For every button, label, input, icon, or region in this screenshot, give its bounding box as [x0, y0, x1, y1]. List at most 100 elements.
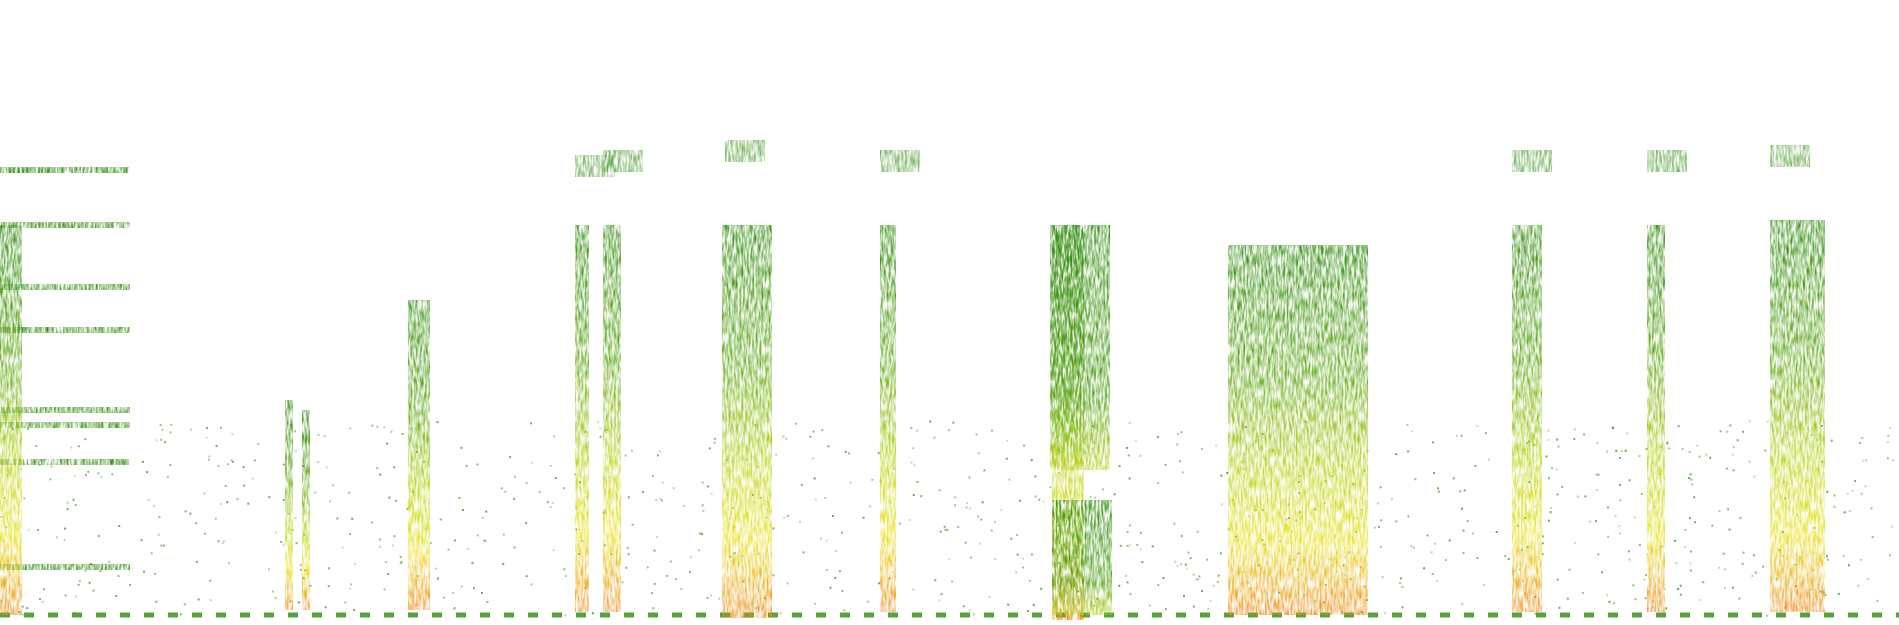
noise-speck: [938, 489, 941, 492]
noise-speck: [1413, 546, 1416, 549]
noise-speck: [650, 592, 653, 595]
noise-speck: [476, 534, 479, 537]
noise-speck: [155, 439, 158, 442]
high-freq-cluster: [1647, 150, 1687, 172]
noise-speck: [672, 487, 675, 490]
noise-speck: [1583, 433, 1586, 436]
noise-speck: [825, 539, 828, 542]
noise-speck: [661, 481, 664, 484]
noise-speck: [1452, 477, 1455, 480]
noise-speck: [1665, 607, 1668, 610]
noise-speck: [73, 611, 76, 614]
noise-speck: [1181, 471, 1184, 474]
high-freq-cluster: [603, 150, 643, 172]
noise-speck: [869, 505, 872, 508]
noise-speck: [1576, 495, 1579, 498]
noise-speck: [525, 481, 528, 484]
noise-speck: [552, 549, 555, 552]
noise-speck: [447, 548, 450, 551]
noise-speck: [350, 583, 353, 586]
noise-speck: [353, 608, 356, 611]
noise-speck: [327, 585, 330, 588]
noise-speck: [1180, 431, 1183, 434]
noise-speck: [1226, 472, 1229, 474]
high-freq-cluster: [1770, 145, 1810, 167]
noise-layer: [0, 420, 1894, 617]
noise-speck: [452, 592, 455, 594]
noise-speck: [799, 520, 801, 523]
noise-speck: [460, 585, 463, 588]
noise-speck: [1887, 434, 1890, 437]
noise-speck: [1373, 526, 1376, 529]
noise-speck: [551, 502, 554, 505]
noise-speck: [775, 453, 778, 456]
noise-speck: [563, 568, 566, 571]
noise-speck: [1753, 475, 1756, 478]
noise-speck: [994, 520, 997, 523]
noise-speck: [920, 495, 923, 498]
noise-speck: [85, 474, 87, 476]
noise-speck: [1207, 607, 1210, 610]
noise-speck: [500, 487, 503, 490]
noise-speck: [207, 458, 210, 461]
noise-speck: [952, 421, 955, 424]
noise-speck: [1679, 593, 1682, 596]
noise-speck: [268, 496, 271, 499]
noise-speck: [954, 496, 957, 499]
noise-speck: [786, 582, 789, 585]
noise-speck: [1681, 447, 1684, 450]
noise-speck: [1614, 514, 1617, 517]
noise-speck: [481, 516, 484, 519]
noise-speck: [549, 506, 552, 509]
noise-speck: [1482, 583, 1485, 586]
noise-speck: [84, 438, 87, 441]
noise-speck: [675, 578, 677, 581]
vocal-burst: [1228, 245, 1368, 615]
noise-speck: [1679, 584, 1682, 587]
noise-speck: [437, 577, 439, 580]
noise-speck: [1113, 493, 1116, 496]
noise-speck: [1859, 442, 1862, 444]
noise-speck: [1476, 424, 1479, 427]
noise-speck: [1023, 444, 1026, 447]
noise-speck: [554, 477, 557, 479]
noise-speck: [929, 420, 932, 423]
noise-speck: [1377, 502, 1380, 505]
noise-speck: [484, 539, 487, 542]
noise-speck: [206, 427, 209, 430]
noise-speck: [349, 533, 351, 536]
noise-speck: [862, 516, 865, 519]
noise-speck: [203, 492, 206, 495]
noise-speck: [1541, 542, 1544, 545]
noise-speck: [943, 525, 946, 528]
noise-speck: [1859, 558, 1862, 561]
vocal-burst: [1770, 220, 1825, 612]
noise-speck: [299, 564, 302, 567]
noise-speck: [1833, 505, 1836, 508]
noise-speck: [867, 600, 870, 603]
noise-speck: [698, 532, 701, 535]
noise-speck: [1862, 459, 1865, 462]
noise-speck: [701, 481, 704, 484]
noise-speck: [390, 430, 393, 433]
vocal-burst: [575, 225, 589, 612]
noise-speck: [653, 549, 656, 552]
noise-speck: [1379, 486, 1382, 489]
noise-speck: [646, 566, 649, 569]
noise-speck: [1728, 528, 1731, 531]
noise-speck: [1618, 483, 1621, 486]
noise-speck: [968, 476, 971, 479]
noise-speck: [1547, 477, 1550, 480]
noise-speck: [782, 435, 785, 438]
noise-speck: [1119, 544, 1122, 547]
noise-speck: [994, 558, 997, 561]
noise-speck: [660, 499, 663, 502]
noise-speck: [659, 497, 662, 500]
noise-speck: [100, 475, 102, 478]
noise-speck: [899, 522, 901, 525]
noise-speck: [379, 473, 382, 476]
noise-speck: [1766, 614, 1769, 617]
noise-speck: [195, 522, 198, 525]
noise-speck: [564, 614, 567, 617]
